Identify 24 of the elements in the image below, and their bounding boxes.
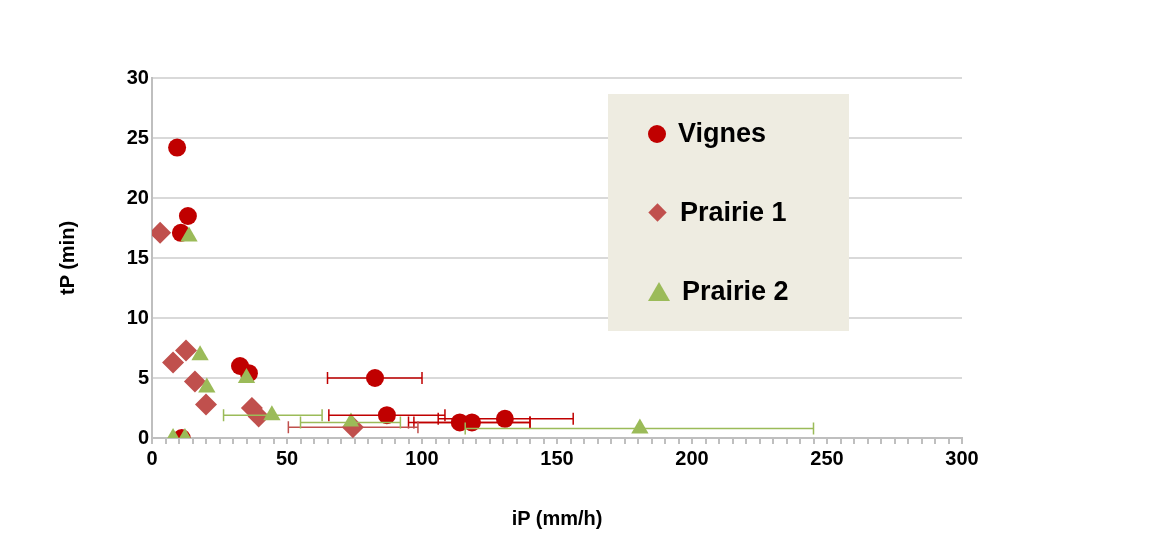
y-tick-label: 10 xyxy=(126,305,149,328)
point xyxy=(162,351,185,374)
y-tick-label: 0 xyxy=(137,425,149,448)
x-axis-title: iP (mm/h) xyxy=(511,506,603,529)
x-tick-label: 300 xyxy=(945,446,979,469)
y-axis-title: tP (min) xyxy=(55,220,78,296)
legend-label: Prairie 1 xyxy=(680,197,787,228)
y-tick-label: 30 xyxy=(126,65,149,88)
point xyxy=(175,339,198,362)
y-tick-label: 25 xyxy=(126,125,149,148)
x-tick-label: 100 xyxy=(405,446,439,469)
x-tick-label: 50 xyxy=(275,446,299,469)
y-tick-label: 15 xyxy=(126,245,149,268)
x-tick-label: 250 xyxy=(810,446,844,469)
y-tick-label: 5 xyxy=(137,365,149,388)
point xyxy=(183,370,206,393)
point xyxy=(178,207,197,225)
point xyxy=(195,393,217,416)
legend-label: Vignes xyxy=(678,118,767,149)
legend-label: Prairie 2 xyxy=(682,276,789,307)
x-tick-label: 150 xyxy=(540,446,574,469)
x-tick-label: 200 xyxy=(675,446,709,469)
point xyxy=(168,138,187,157)
y-tick-label: 20 xyxy=(126,185,149,208)
